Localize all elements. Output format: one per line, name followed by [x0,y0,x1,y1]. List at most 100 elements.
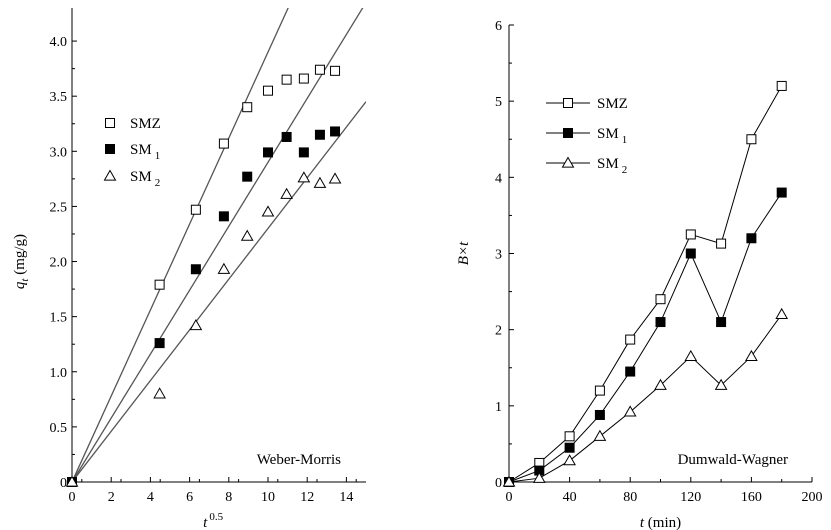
data-point [190,204,201,215]
y-tick-label: 2.5 [50,200,68,215]
x-tick-label: 14 [339,490,353,505]
data-point [242,171,253,182]
y-axis-label: B×t [456,241,472,265]
x-axis-label: t 0.5 [203,511,223,530]
fit-line-0 [72,8,289,482]
data-point [298,73,309,84]
data-point [218,211,229,222]
svg-text:B×t: B×t [456,241,472,265]
series-2-points [65,171,342,487]
legend-marker [563,98,573,108]
data-point [328,172,342,184]
y-tick-label: 1.0 [50,366,68,381]
data-point [330,126,341,137]
data-point [746,134,757,145]
data-point [189,318,203,331]
series-0-points [504,80,787,487]
data-point [714,378,728,390]
data-point [154,338,165,349]
data-point [263,147,273,158]
legend: SMZ SM 1 SM 2 [103,116,161,189]
fit-line-1 [72,8,364,482]
legend-label: SM 2 [130,169,160,189]
data-point [242,102,253,113]
data-point [625,366,636,377]
legend-label: SMZ [597,96,628,112]
data-point [153,387,166,399]
data-point [776,80,787,91]
data-point [564,442,575,453]
y-tick-label: 3.0 [50,145,68,160]
data-point [776,187,787,198]
y-tick-label: 5 [495,95,502,110]
series-1-points [504,187,787,487]
y-tick-label: 0.5 [50,421,68,436]
data-point [746,233,757,244]
data-point [218,138,229,149]
data-point [594,385,605,396]
data-point [654,378,667,390]
y-tick-label: 1 [495,400,502,415]
y-tick-label: 2.0 [50,256,68,271]
data-point [313,176,327,188]
data-point [263,85,273,96]
data-point [685,248,696,259]
legend-marker [561,156,575,168]
data-point [154,279,165,290]
data-point [745,349,758,361]
data-point [280,187,293,199]
legend-marker [103,169,117,181]
x-tick-label: 0 [506,490,513,505]
x-tick-label: 80 [623,490,637,505]
y-tick-label: 2 [495,324,502,339]
data-point [564,431,575,442]
data-point [532,471,546,483]
data-point [240,229,254,241]
data-point [314,64,325,75]
data-point [655,317,666,328]
data-point [297,171,311,183]
y-axis-label: qt (mg/g) [12,234,31,289]
x-tick-label: 160 [741,490,762,505]
x-tick-label: 40 [563,490,577,505]
x-tick-label: 0 [69,490,76,505]
legend-label: SM 1 [597,126,627,146]
data-point [593,429,607,441]
legend-marker [563,128,573,138]
data-point [775,307,789,320]
fit-line-2 [72,101,366,482]
x-tick-label: 200 [802,490,823,505]
fit-lines [72,8,366,482]
x-tick-label: 2 [108,490,115,505]
y-tick-label: 0 [60,476,67,491]
x-tick-label: 8 [225,490,232,505]
data-point [190,264,201,275]
legend-label: SMZ [130,116,161,132]
dumwald-wagner-panel: 0 40 80 120 160 200 0 1 2 3 4 5 6 t (min) B×t SMZ SM 1 SM 2… [456,19,823,530]
data-point [655,294,666,305]
y-tick-label: 4.0 [50,35,68,50]
data-point [217,262,231,274]
data-point [625,334,636,345]
data-point [281,74,292,85]
x-tick-label: 120 [680,490,701,505]
legend-marker [105,118,115,128]
data-point [563,454,576,466]
legend-label: SM 1 [130,142,160,162]
data-point [623,405,637,417]
data-point [65,475,79,487]
data-point [502,475,516,487]
legend-label: SM 2 [597,156,627,176]
legend: SMZ SM 1 SM 2 [546,96,628,176]
x-axis-label: t (min) [640,515,681,530]
data-point [594,409,605,420]
x-tick-label: 10 [261,490,275,505]
weber-morris-panel: 0 2 4 6 8 10 12 14 0 0.5 1.0 1.5 2.0 2.5 3.0 3.5 4.0 t 0.5… [12,8,366,530]
series-2-line [508,314,783,483]
series-1-line [508,192,783,483]
y-tick-label: 3 [495,248,502,263]
data-point [716,317,727,328]
data-point [716,238,727,249]
data-point [261,205,275,217]
